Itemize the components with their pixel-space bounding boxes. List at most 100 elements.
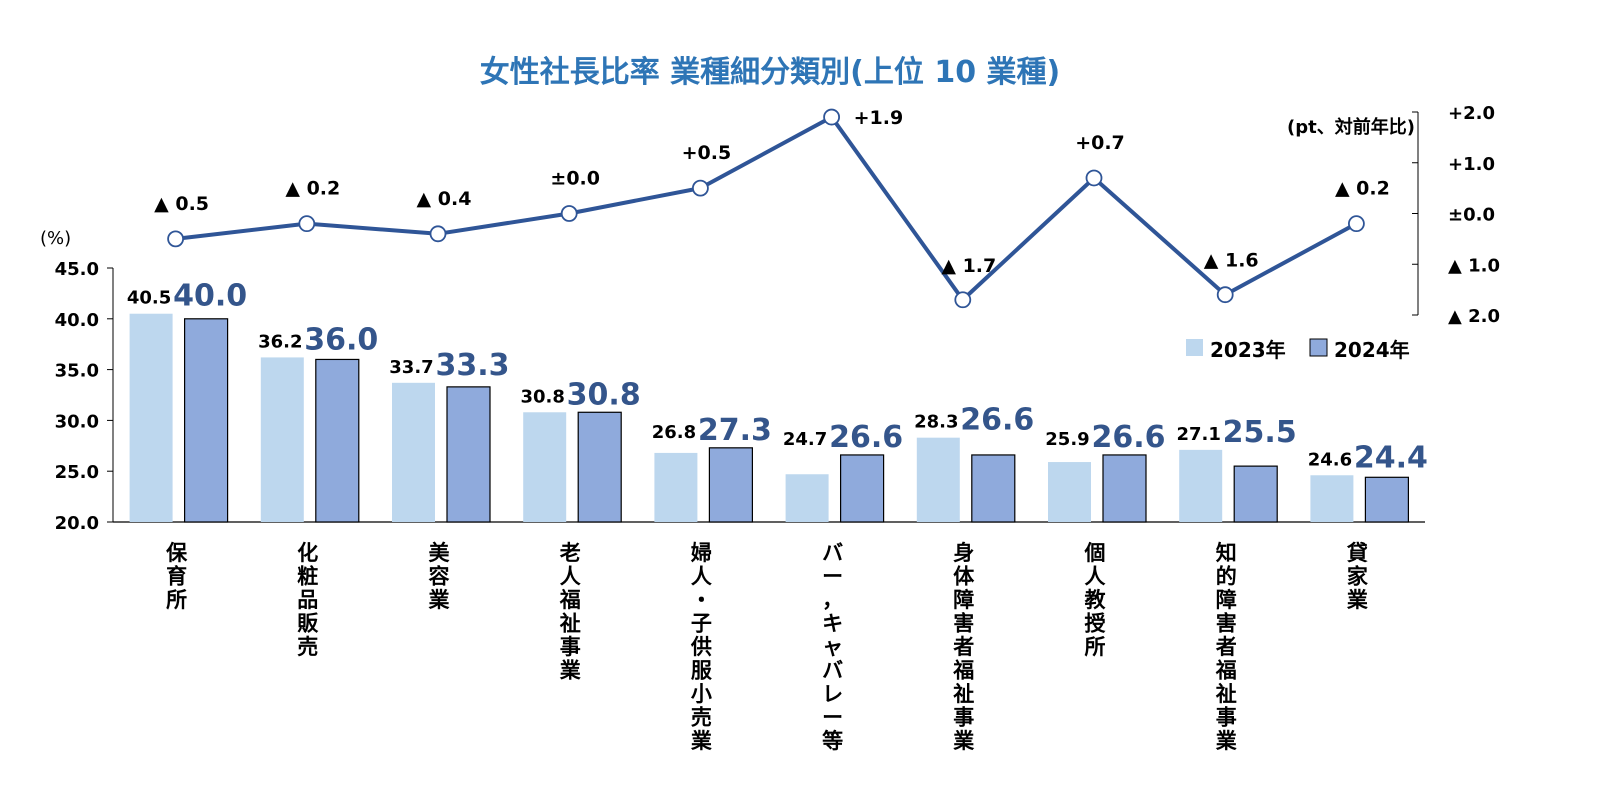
change-marker bbox=[429, 225, 447, 243]
left-axis-tick-label: 35.0 bbox=[55, 361, 99, 382]
bar-label-2023: 27.1 bbox=[1176, 424, 1220, 445]
category-label-char: 等 bbox=[822, 729, 843, 753]
category-label-char: ・ bbox=[691, 588, 712, 612]
category-label-char: 身 bbox=[953, 541, 974, 565]
bar-2023 bbox=[1310, 475, 1354, 522]
bar-2024 bbox=[184, 318, 229, 523]
legend-label-2024: 2024年 bbox=[1334, 338, 1410, 362]
category-label-char: 所 bbox=[1085, 635, 1106, 659]
bar-label-2024: 36.0 bbox=[304, 322, 378, 357]
left-axis-tick-label: 20.0 bbox=[55, 513, 99, 534]
bar-labels: 40.5 40.0 36.2 36.0 33.7 33.3 30.8 30.8 26.8 27.3… bbox=[127, 279, 1428, 476]
bar-label-2023: 24.6 bbox=[1308, 449, 1352, 470]
category-label-char: 者 bbox=[1216, 635, 1237, 659]
legend-label-2023: 2023年 bbox=[1210, 338, 1286, 362]
category-label-char: 販 bbox=[297, 612, 319, 636]
change-label: +0.7 bbox=[1075, 132, 1125, 154]
category-label-char: 人 bbox=[1085, 565, 1106, 589]
change-marker bbox=[692, 179, 709, 197]
category-label-char: 美 bbox=[429, 541, 450, 565]
bar-label-2024: 40.0 bbox=[173, 279, 247, 314]
category-label-char: 事 bbox=[953, 706, 974, 730]
category-label-char: 粧 bbox=[297, 565, 318, 589]
category-label-char: 的 bbox=[1216, 565, 1237, 589]
category-label-char: ， bbox=[822, 588, 843, 612]
left-axis-tick-label: 40.0 bbox=[55, 310, 99, 331]
bar-2023 bbox=[129, 313, 173, 522]
category-label-char: 売 bbox=[297, 635, 318, 659]
category-label-char: レ bbox=[822, 682, 843, 706]
bar-label-2024: 25.5 bbox=[1223, 415, 1297, 450]
category-label-char: バ bbox=[822, 541, 843, 565]
bar-2024 bbox=[708, 447, 754, 523]
right-axis-tick-label: ±0.0 bbox=[1448, 205, 1495, 226]
right-axis: +2.0 +1.0 ±0.0 ▲ 1.0 ▲ 2.0 bbox=[1412, 103, 1500, 327]
bar-2023 bbox=[916, 437, 960, 522]
change-label: +0.5 bbox=[682, 142, 732, 164]
change-label: +1.9 bbox=[854, 107, 904, 129]
change-label: ▲ 0.4 bbox=[417, 188, 472, 210]
right-axis-tick-label: ▲ 2.0 bbox=[1448, 306, 1500, 327]
category-label-char: 個 bbox=[1084, 541, 1106, 565]
change-marker bbox=[1216, 286, 1234, 304]
category-label: 美容業 bbox=[429, 541, 451, 612]
change-label: ▲ 1.6 bbox=[1204, 250, 1259, 272]
category-label-char: 品 bbox=[297, 588, 318, 612]
category-label-char: 授 bbox=[1085, 612, 1107, 636]
bar-2024 bbox=[1364, 476, 1410, 523]
legend: 2023年 2024年 bbox=[1186, 338, 1410, 362]
bar-2024 bbox=[839, 454, 885, 523]
category-label-char: 事 bbox=[1216, 706, 1237, 730]
category-label-char: 人 bbox=[691, 565, 712, 589]
category-label-char: ャ bbox=[822, 635, 843, 659]
category-label-char: 祉 bbox=[952, 682, 974, 706]
category-label-char: 業 bbox=[1347, 588, 1369, 612]
category-label-char: 福 bbox=[952, 659, 974, 683]
category-label-char: 供 bbox=[690, 635, 712, 659]
bar-label-2023: 24.7 bbox=[783, 429, 827, 450]
bar-label-2024: 26.6 bbox=[1091, 420, 1165, 455]
category-labels: 保育所化粧品販売美容業老人福祉事業婦人・子供服小売業バー，キャバレー等身体障害者… bbox=[165, 541, 1369, 753]
change-marker bbox=[1085, 169, 1103, 187]
bar-label-2024: 33.3 bbox=[435, 348, 509, 383]
category-label: 貸家業 bbox=[1346, 541, 1369, 612]
category-label-char: 業 bbox=[1216, 729, 1238, 753]
chart-title: 女性社長比率 業種細分類別(上位 10 業種) bbox=[480, 55, 1061, 90]
change-line-series: ▲ 0.5 ▲ 0.2 ▲ 0.4 ±0.0 +0.5 +1.9 ▲ 1.7 +0.7 ▲ 1.… bbox=[154, 107, 1390, 309]
bar-2023 bbox=[1048, 462, 1091, 522]
bar-label-2024: 30.8 bbox=[567, 377, 641, 412]
left-axis-tick-label: 30.0 bbox=[55, 411, 99, 432]
category-label-char: 貸 bbox=[1346, 541, 1368, 565]
legend-swatch-2023 bbox=[1186, 339, 1203, 356]
change-label: ▲ 1.7 bbox=[941, 255, 996, 277]
change-marker bbox=[167, 230, 185, 248]
bar-label-2023: 26.8 bbox=[652, 422, 696, 443]
change-marker bbox=[298, 215, 316, 233]
category-label-char: 祉 bbox=[1215, 682, 1237, 706]
category-label-char: 障 bbox=[1216, 588, 1237, 612]
bar-series bbox=[129, 313, 1410, 523]
bar-2023 bbox=[260, 357, 304, 522]
bar-label-2023: 30.8 bbox=[520, 386, 564, 407]
change-line bbox=[175, 115, 1358, 302]
right-axis-tick-label: ▲ 1.0 bbox=[1448, 255, 1500, 276]
category-label-char: 業 bbox=[429, 588, 451, 612]
category-label-char: 祉 bbox=[559, 612, 581, 636]
category-label-char: 知 bbox=[1216, 541, 1237, 565]
bar-2023 bbox=[785, 474, 829, 522]
category-label-char: 業 bbox=[691, 729, 713, 753]
left-axis-tick-label: 25.0 bbox=[55, 462, 99, 483]
change-marker bbox=[1348, 215, 1365, 233]
change-label: ▲ 0.2 bbox=[285, 178, 340, 200]
bar-label-2023: 33.7 bbox=[389, 357, 433, 378]
category-label-char: 容 bbox=[429, 565, 450, 589]
bar-label-2024: 24.4 bbox=[1354, 440, 1428, 475]
bar-label-2024: 27.3 bbox=[698, 413, 772, 448]
right-axis-tick-label: +2.0 bbox=[1448, 103, 1495, 124]
category-label-char: ー bbox=[822, 706, 843, 730]
bar-2024 bbox=[971, 454, 1016, 523]
